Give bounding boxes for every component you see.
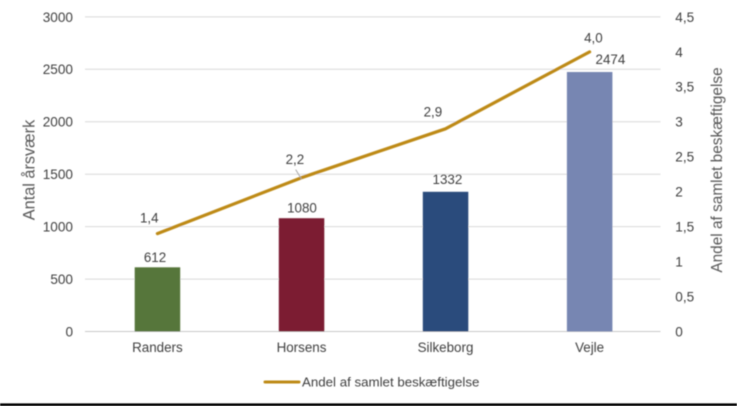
svg-text:0: 0	[65, 324, 73, 339]
svg-text:4,5: 4,5	[675, 10, 694, 25]
svg-text:0: 0	[675, 324, 683, 339]
svg-text:Randers: Randers	[132, 340, 183, 355]
svg-text:3: 3	[675, 115, 683, 130]
svg-text:4,0: 4,0	[584, 30, 603, 45]
svg-text:1: 1	[675, 255, 683, 270]
svg-text:1,5: 1,5	[675, 220, 694, 235]
svg-text:1,4: 1,4	[140, 211, 159, 226]
svg-text:1080: 1080	[287, 200, 317, 215]
svg-text:3000: 3000	[43, 10, 74, 25]
svg-text:3,5: 3,5	[675, 80, 694, 95]
svg-text:2000: 2000	[43, 115, 74, 130]
svg-text:Antal årsværk: Antal årsværk	[21, 119, 39, 220]
svg-text:0,5: 0,5	[675, 289, 694, 304]
svg-text:2: 2	[675, 185, 683, 200]
svg-text:1000: 1000	[43, 220, 74, 235]
svg-text:Horsens: Horsens	[277, 340, 327, 355]
svg-text:2,9: 2,9	[424, 105, 443, 120]
svg-text:4: 4	[675, 45, 683, 60]
svg-text:500: 500	[50, 272, 73, 287]
svg-text:1500: 1500	[43, 167, 74, 182]
svg-text:Silkeborg: Silkeborg	[418, 340, 474, 355]
svg-text:2474: 2474	[596, 52, 626, 67]
svg-text:2500: 2500	[43, 62, 74, 77]
svg-text:1332: 1332	[433, 172, 463, 187]
svg-text:612: 612	[144, 250, 166, 265]
svg-text:Andel af samlet beskæftigelse: Andel af samlet beskæftigelse	[302, 374, 479, 389]
svg-text:2,2: 2,2	[286, 152, 305, 167]
svg-text:Vejle: Vejle	[575, 340, 604, 355]
svg-text:2,5: 2,5	[675, 150, 694, 165]
svg-text:Andel af samlet beskæftigelse: Andel af samlet beskæftigelse	[709, 67, 726, 272]
